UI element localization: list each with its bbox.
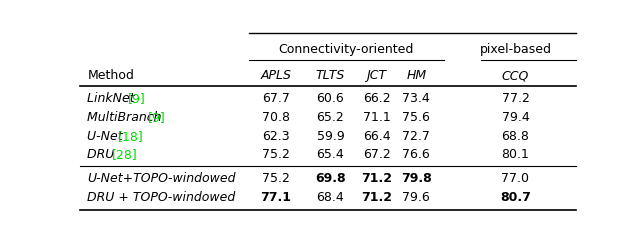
Text: 72.7: 72.7 <box>403 130 430 143</box>
Text: APLS: APLS <box>260 69 291 82</box>
Text: TLTS: TLTS <box>316 69 345 82</box>
Text: 71.1: 71.1 <box>363 111 390 124</box>
Text: 69.8: 69.8 <box>315 172 346 185</box>
Text: Connectivity-oriented: Connectivity-oriented <box>278 43 414 56</box>
Text: [9]: [9] <box>148 111 166 124</box>
Text: 65.4: 65.4 <box>317 148 344 161</box>
Text: 79.6: 79.6 <box>403 191 430 204</box>
Text: 71.2: 71.2 <box>361 191 392 204</box>
Text: CCQ: CCQ <box>502 69 529 82</box>
Text: 77.0: 77.0 <box>502 172 529 185</box>
Text: HM: HM <box>406 69 426 82</box>
Text: 76.6: 76.6 <box>403 148 430 161</box>
Text: 59.9: 59.9 <box>317 130 344 143</box>
Text: pixel-based: pixel-based <box>479 43 552 56</box>
Text: 65.2: 65.2 <box>317 111 344 124</box>
Text: [18]: [18] <box>118 130 144 143</box>
Text: U-Net: U-Net <box>88 130 127 143</box>
Text: JCT: JCT <box>367 69 387 82</box>
Text: 66.4: 66.4 <box>363 130 390 143</box>
Text: 80.7: 80.7 <box>500 191 531 204</box>
Text: 80.1: 80.1 <box>502 148 529 161</box>
Text: 62.3: 62.3 <box>262 130 290 143</box>
Text: 73.4: 73.4 <box>403 92 430 105</box>
Text: DRU: DRU <box>88 148 119 161</box>
Text: 77.2: 77.2 <box>502 92 529 105</box>
Text: 75.2: 75.2 <box>262 148 290 161</box>
Text: 67.2: 67.2 <box>363 148 390 161</box>
Text: 60.6: 60.6 <box>317 92 344 105</box>
Text: 77.1: 77.1 <box>260 191 291 204</box>
Text: 68.4: 68.4 <box>317 191 344 204</box>
Text: Method: Method <box>88 69 134 82</box>
Text: 75.6: 75.6 <box>403 111 430 124</box>
Text: 79.8: 79.8 <box>401 172 431 185</box>
Text: 75.2: 75.2 <box>262 172 290 185</box>
Text: 70.8: 70.8 <box>262 111 290 124</box>
Text: 68.8: 68.8 <box>502 130 529 143</box>
Text: MultiBranch: MultiBranch <box>88 111 166 124</box>
Text: 67.7: 67.7 <box>262 92 290 105</box>
Text: U-Net+TOPO-windowed: U-Net+TOPO-windowed <box>88 172 236 185</box>
Text: 79.4: 79.4 <box>502 111 529 124</box>
Text: [28]: [28] <box>112 148 138 161</box>
Text: [9]: [9] <box>127 92 145 105</box>
Text: 66.2: 66.2 <box>363 92 390 105</box>
Text: LinkNet: LinkNet <box>88 92 139 105</box>
Text: DRU + TOPO-windowed: DRU + TOPO-windowed <box>88 191 236 204</box>
Text: 71.2: 71.2 <box>361 172 392 185</box>
